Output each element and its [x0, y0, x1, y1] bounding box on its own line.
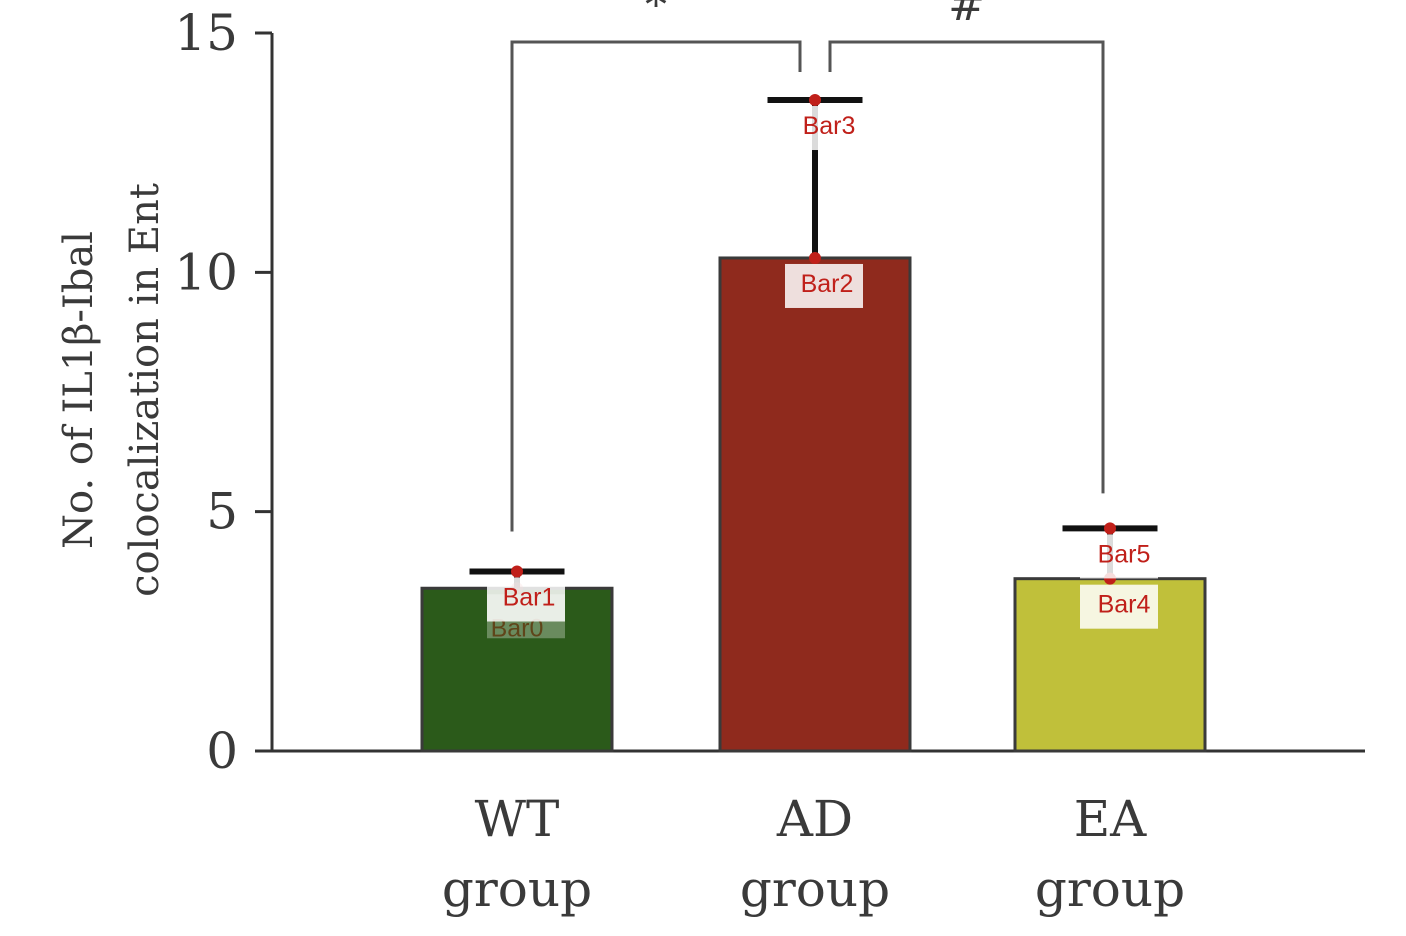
annotation-box-4: [1080, 584, 1158, 629]
x-category-label-0-1: group: [442, 860, 592, 918]
x-category-label-1-0: AD: [776, 790, 853, 848]
annotation-box-2: [785, 263, 863, 308]
annotation-bar4: Bar4: [1080, 572, 1158, 629]
significance-label-0: *: [645, 0, 667, 31]
annotation-label-4: Bar4: [1098, 591, 1151, 619]
significance-brackets: * #: [510, 0, 1105, 532]
annotation-dot-3: [809, 94, 821, 107]
annotation-label-5: Bar5: [1098, 540, 1151, 568]
y-axis-label-0: No. of IL1β-Ibal: [56, 231, 102, 549]
y-tick-label-10: 10: [174, 243, 238, 301]
annotation-box-1: [487, 577, 565, 622]
bar-1: [718, 256, 912, 753]
annotation-label-1: Bar1: [503, 584, 556, 612]
annotation-dot-5: [1104, 522, 1116, 535]
x-category-label-2-1: group: [1035, 860, 1185, 918]
y-axis-label-1: colocalization in Ent: [122, 183, 168, 597]
annotation-bar2: Bar2: [785, 251, 863, 308]
annotation-label-3: Bar3: [803, 112, 856, 140]
significance-label-1: #: [948, 0, 985, 31]
annotation-bar5: Bar5: [1080, 522, 1158, 579]
annotation-dot-2: [809, 251, 821, 264]
x-category-label-2-0: EA: [1074, 790, 1147, 848]
significance-bracket-1: [828, 40, 1105, 494]
x-category-label-0-0: WT: [475, 790, 560, 848]
axis-labels: 0 5 10 15 WT group AD group EA group No. of IL1β-I…: [56, 4, 1185, 918]
y-tick-label-5: 5: [206, 483, 238, 541]
annotation-dot-1: [511, 565, 523, 578]
annotation-label-2: Bar2: [801, 270, 854, 298]
significance-bracket-0: [510, 40, 802, 532]
y-tick-label-15: 15: [174, 4, 238, 62]
x-category-label-1-1: group: [740, 860, 890, 918]
annotation-box-3: [785, 106, 863, 151]
y-tick-label-0: 0: [206, 722, 238, 780]
annotation-bar1: Bar1: [487, 565, 565, 622]
annotation-box-5: [1080, 534, 1158, 579]
annotation-bar3: Bar3: [785, 94, 863, 151]
bars: [420, 256, 1207, 753]
